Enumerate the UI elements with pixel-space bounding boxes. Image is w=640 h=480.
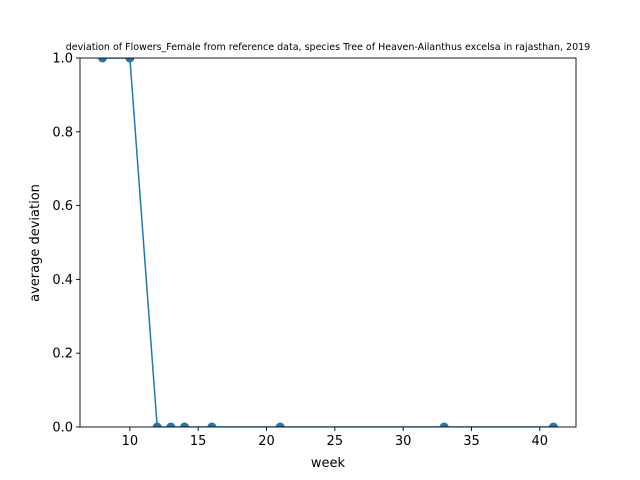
y-tick-label: 1.0 (52, 52, 73, 67)
y-tick-label: 0.6 (52, 199, 73, 214)
data-point (439, 422, 449, 427)
chart-title: deviation of Flowers_Female from referen… (66, 42, 590, 53)
data-point (98, 58, 108, 63)
x-tick-label: 35 (463, 434, 480, 449)
data-point (548, 422, 558, 427)
y-tick-label: 0.8 (52, 125, 73, 140)
x-tick-label: 30 (395, 434, 412, 449)
y-tick-label: 0.0 (52, 421, 73, 436)
data-point (180, 422, 190, 427)
y-tick-label: 0.2 (52, 347, 73, 362)
series-line (102, 58, 554, 427)
x-axis-label: week (311, 456, 346, 471)
x-tick-label: 10 (122, 434, 139, 449)
data-point (125, 58, 135, 63)
y-tick-label: 0.4 (52, 273, 73, 288)
x-tick-label: 25 (327, 434, 344, 449)
x-tick-label: 40 (532, 434, 549, 449)
x-tick-label: 15 (190, 434, 207, 449)
axes-frame (79, 57, 577, 428)
data-point (152, 422, 162, 427)
plot-area: 10 15 20 25 30 35 40 0.0 0.2 0.4 0.6 0.8 1.0 (52, 52, 577, 449)
y-axis-label: average deviation (28, 184, 43, 302)
data-point (207, 422, 217, 427)
data-point (275, 422, 285, 427)
x-tick-label: 20 (258, 434, 275, 449)
data-point (166, 422, 176, 427)
